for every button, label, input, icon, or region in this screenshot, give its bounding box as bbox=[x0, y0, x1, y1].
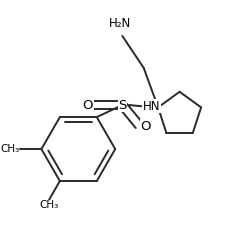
Text: CH₃: CH₃ bbox=[1, 144, 20, 154]
Text: O: O bbox=[140, 120, 151, 133]
Text: O: O bbox=[83, 99, 93, 112]
Text: H₂N: H₂N bbox=[109, 17, 131, 30]
Text: CH₃: CH₃ bbox=[39, 200, 59, 210]
Text: S: S bbox=[118, 99, 127, 112]
Text: HN: HN bbox=[143, 100, 160, 113]
